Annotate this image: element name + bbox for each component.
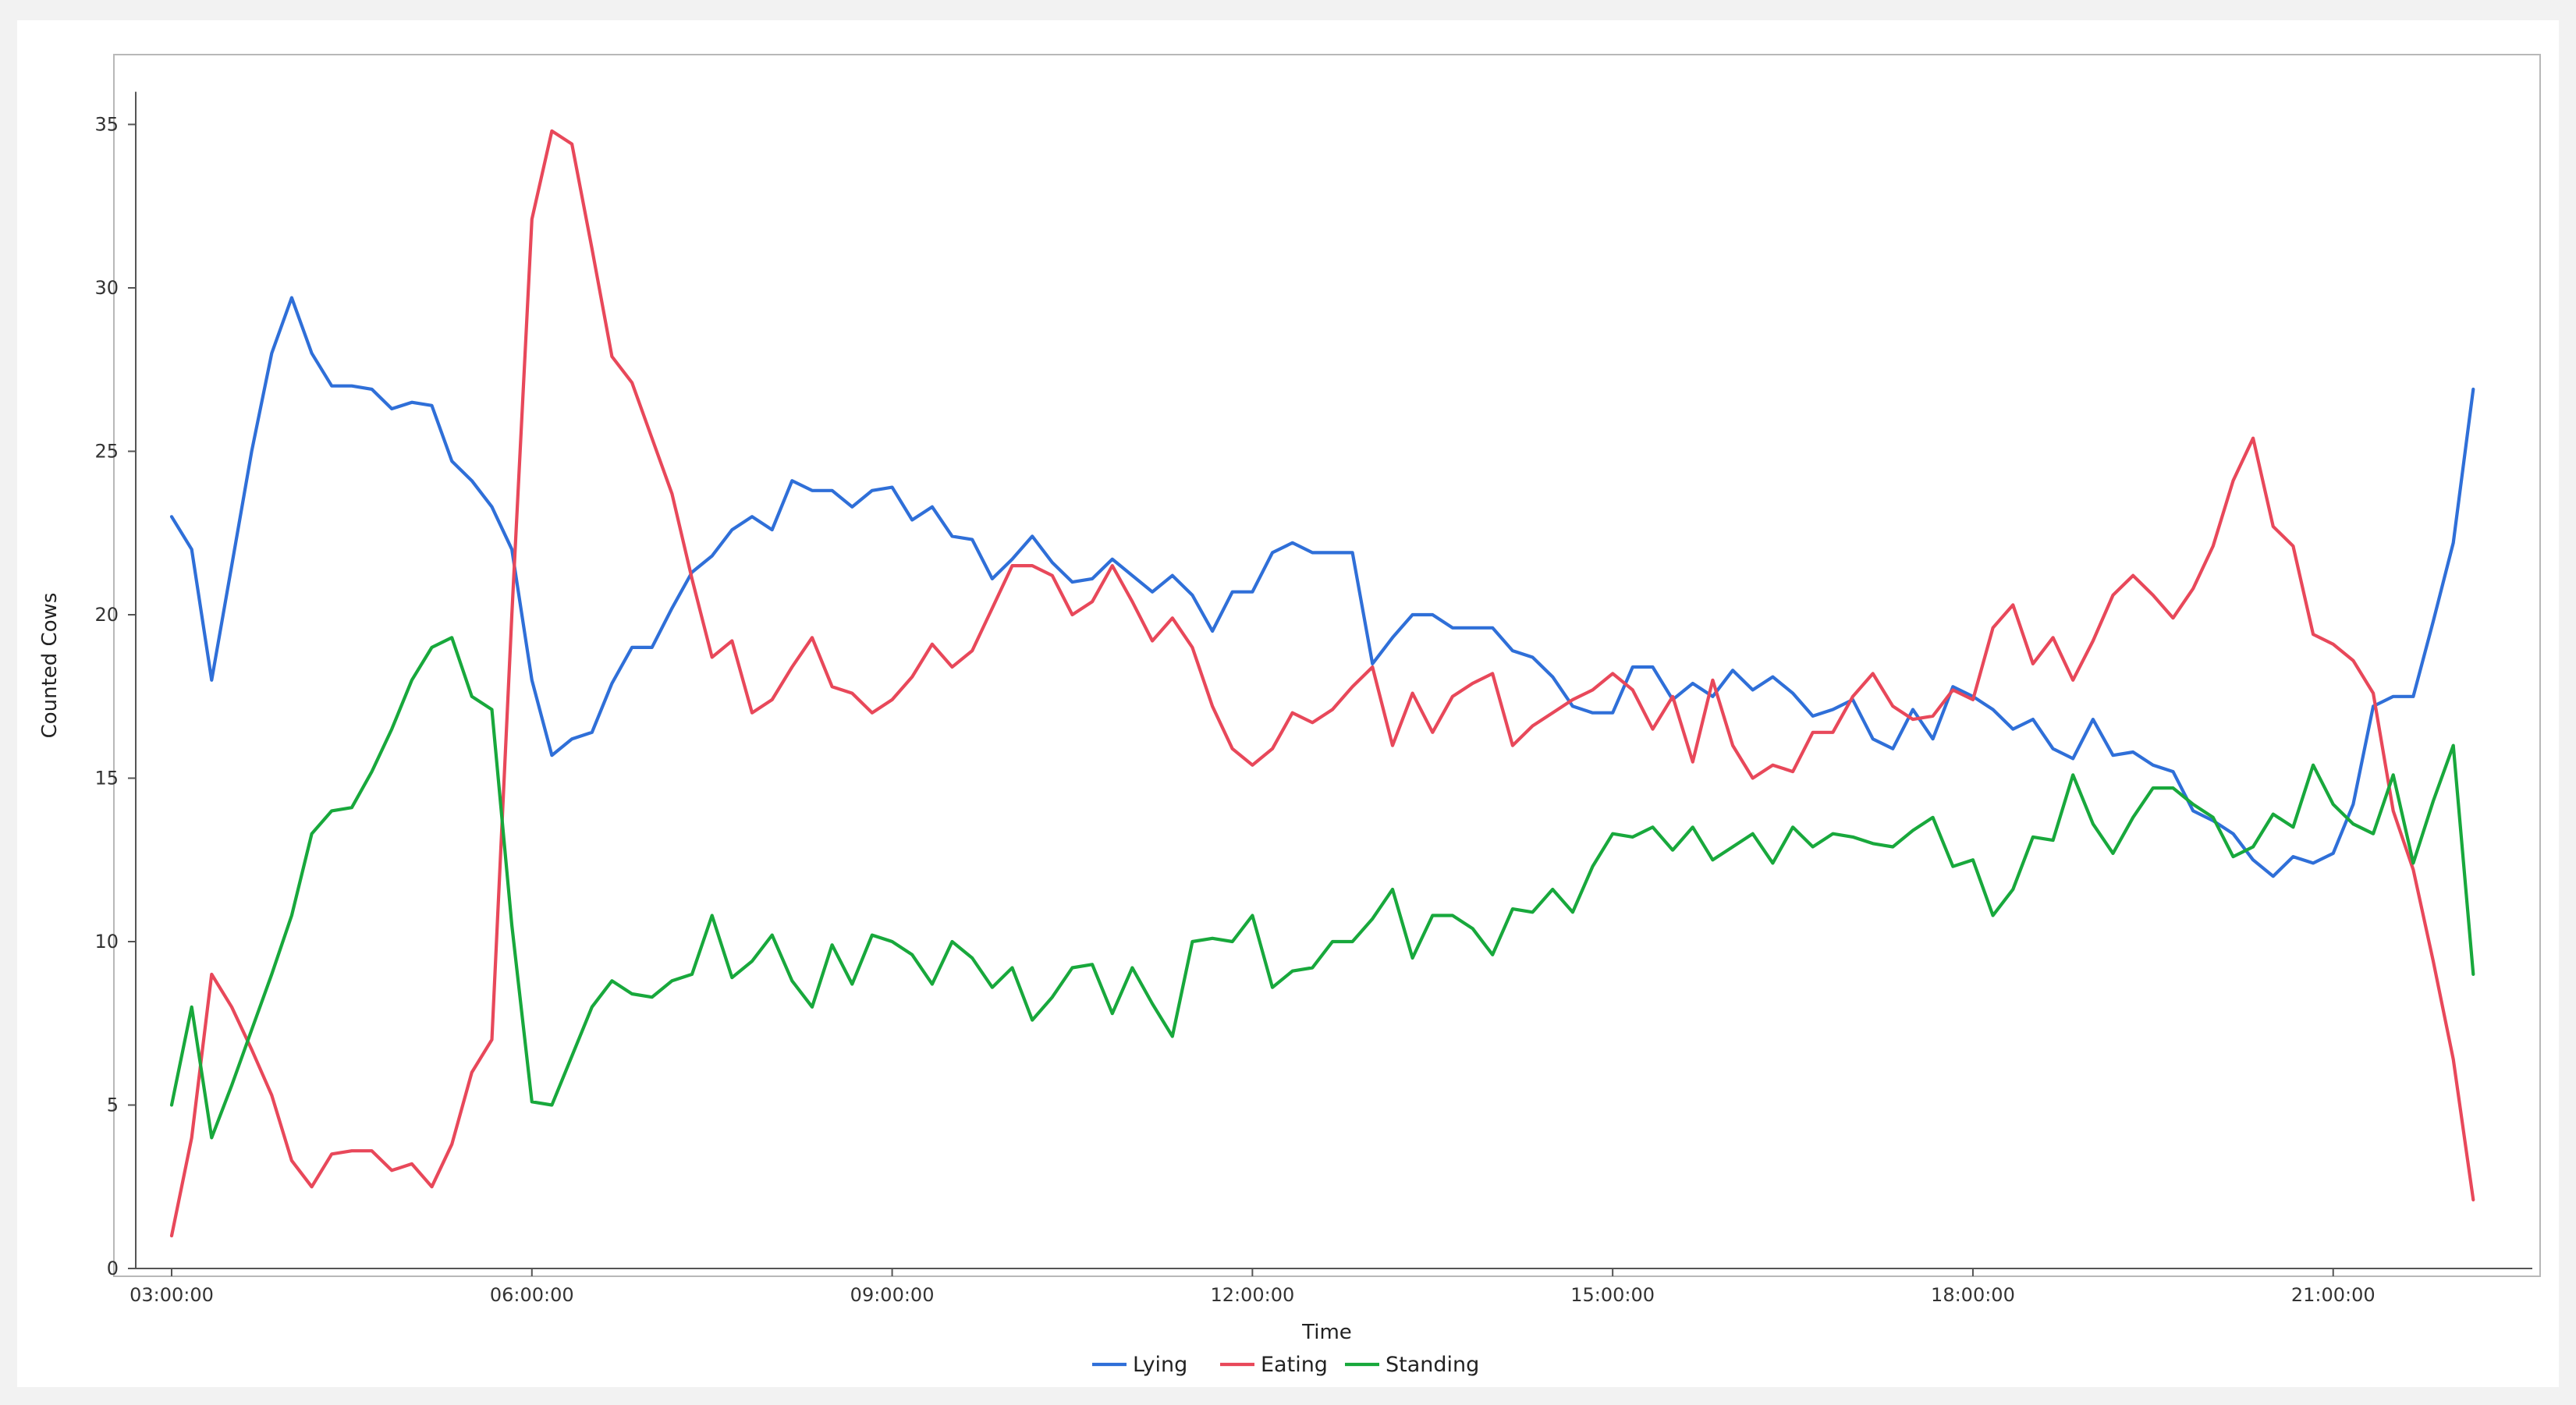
legend-label: Lying [1133,1353,1187,1377]
y-axis-title: Counted Cows [38,593,62,739]
plot-area-border [113,54,2541,1277]
x-tick-label: 15:00:00 [1570,1284,1655,1306]
x-tick-label: 06:00:00 [490,1284,574,1306]
x-tick-label: 03:00:00 [130,1284,214,1306]
legend-item-lying: Lying [1092,1353,1187,1377]
x-axis: 03:00:00 06:00:00 09:00:00 12:00:00 15:00:00… [130,1268,2532,1306]
y-tick-label: 5 [107,1095,119,1116]
y-axis: 0 5 10 15 20 25 30 35 [94,91,137,1279]
series-layer [169,129,2475,1238]
series-line-eating [169,129,2475,1238]
legend-item-standing: Standing [1345,1353,1479,1377]
y-tick-label: 10 [94,931,119,953]
series-line-standing [169,636,2475,1140]
y-tick-label: 25 [94,441,119,463]
legend: Lying Eating Standing [1092,1353,1479,1377]
y-tick-label: 20 [94,604,119,626]
y-tick-label: 0 [107,1258,119,1279]
legend-label: Eating [1261,1353,1328,1377]
x-tick-label: 18:00:00 [1931,1284,2015,1306]
legend-label: Standing [1386,1353,1479,1377]
series-line-lying [169,296,2475,878]
y-tick-label: 35 [94,114,119,136]
x-axis-title: Time [1301,1321,1352,1344]
x-tick-label: 09:00:00 [850,1284,935,1306]
legend-item-eating: Eating [1220,1353,1328,1377]
chart-panel: 0 5 10 15 20 25 30 35 03:00:00 06:00:00 09:00:00 1… [17,20,2559,1387]
y-tick-label: 15 [94,768,119,789]
x-tick-label: 21:00:00 [2291,1284,2376,1306]
x-tick-label: 12:00:00 [1210,1284,1294,1306]
line-chart: 0 5 10 15 20 25 30 35 03:00:00 06:00:00 09:00:00 1… [38,54,2541,1377]
y-tick-label: 30 [94,277,119,299]
